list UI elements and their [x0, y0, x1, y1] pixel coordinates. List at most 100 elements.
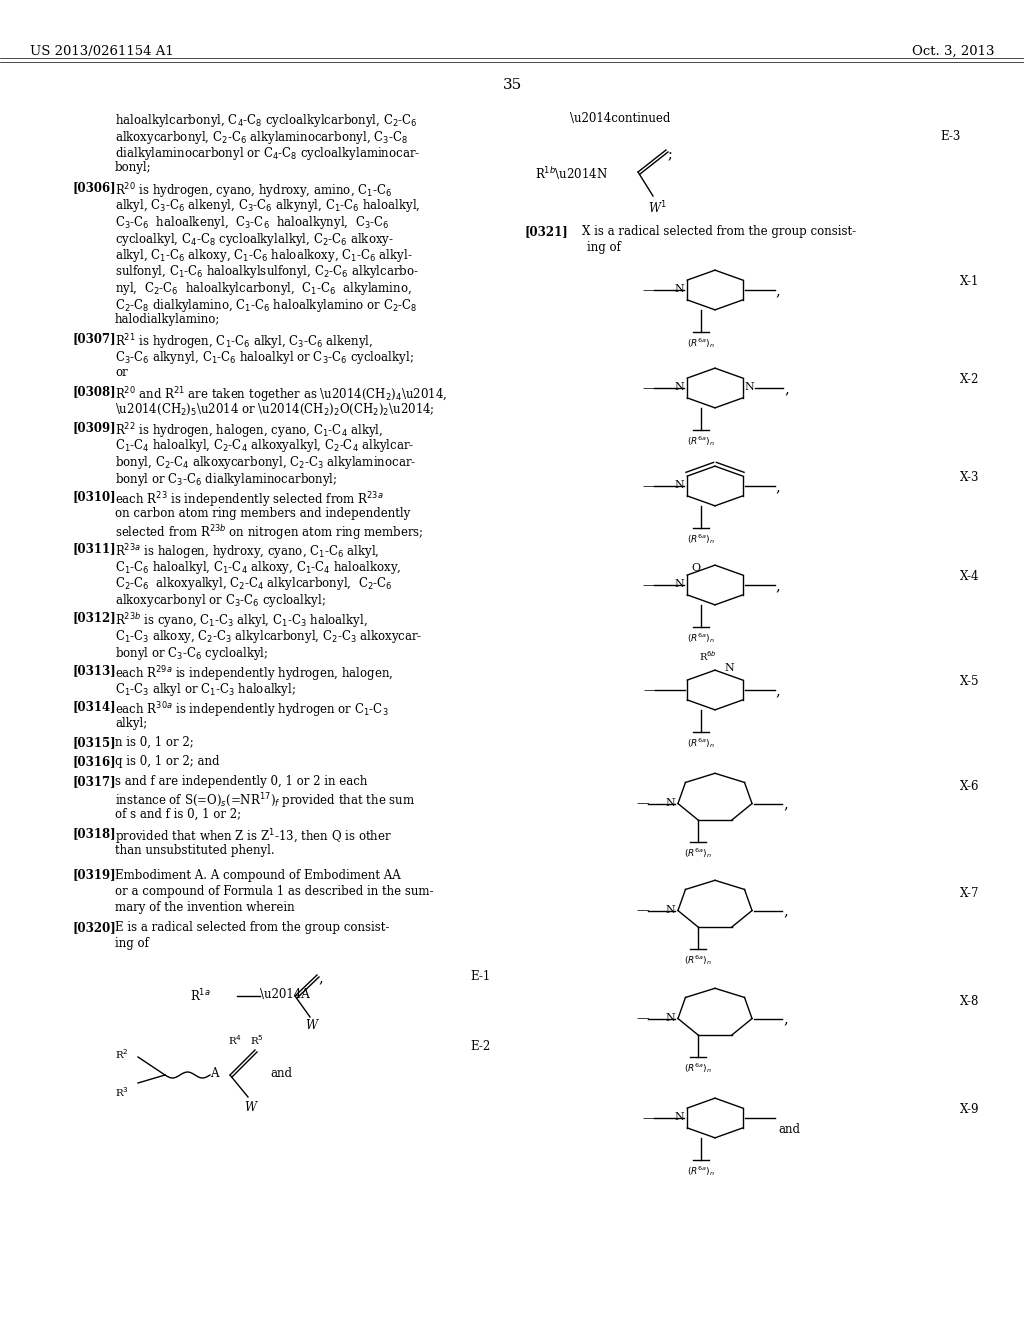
Text: alkoxycarbonyl, C$_2$-C$_6$ alkylaminocarbonyl, C$_3$-C$_8$: alkoxycarbonyl, C$_2$-C$_6$ alkylaminoca… — [115, 128, 408, 145]
Text: C$_1$-C$_3$ alkyl or C$_1$-C$_3$ haloalkyl;: C$_1$-C$_3$ alkyl or C$_1$-C$_3$ haloalk… — [115, 681, 296, 697]
Text: [0311]: [0311] — [72, 543, 116, 556]
Text: E is a radical selected from the group consist-: E is a radical selected from the group c… — [115, 921, 389, 935]
Text: C$_2$-C$_8$ dialkylamino, C$_1$-C$_6$ haloalkylamino or C$_2$-C$_8$: C$_2$-C$_8$ dialkylamino, C$_1$-C$_6$ ha… — [115, 297, 418, 314]
Text: [0317]: [0317] — [72, 775, 116, 788]
Text: C$_1$-C$_4$ haloalkyl, C$_2$-C$_4$ alkoxyalkyl, C$_2$-C$_4$ alkylcar-: C$_1$-C$_4$ haloalkyl, C$_2$-C$_4$ alkox… — [115, 437, 415, 454]
Text: [0321]: [0321] — [525, 224, 568, 238]
Text: sulfonyl, C$_1$-C$_6$ haloalkylsulfonyl, C$_2$-C$_6$ alkylcarbo-: sulfonyl, C$_1$-C$_6$ haloalkylsulfonyl,… — [115, 264, 419, 281]
Text: bonyl;: bonyl; — [115, 161, 152, 174]
Text: bonyl or C$_3$-C$_6$ cycloalkyl;: bonyl or C$_3$-C$_6$ cycloalkyl; — [115, 644, 268, 661]
Text: [0308]: [0308] — [72, 385, 116, 399]
Text: ,: , — [776, 579, 780, 593]
Text: $(R^{6a})_n$: $(R^{6a})_n$ — [687, 631, 715, 644]
Text: E-3: E-3 — [940, 129, 961, 143]
Text: alkyl;: alkyl; — [115, 717, 147, 730]
Text: alkoxycarbonyl or C$_3$-C$_6$ cycloalkyl;: alkoxycarbonyl or C$_3$-C$_6$ cycloalkyl… — [115, 591, 326, 609]
Text: $(R^{6a})_n$: $(R^{6a})_n$ — [687, 335, 715, 350]
Text: nyl,  C$_2$-C$_6$  haloalkylcarbonyl,  C$_1$-C$_6$  alkylamino,: nyl, C$_2$-C$_6$ haloalkylcarbonyl, C$_1… — [115, 280, 412, 297]
Text: N: N — [675, 480, 684, 490]
Text: $(R^{6a})_n$: $(R^{6a})_n$ — [687, 1164, 715, 1177]
Text: R$^2$: R$^2$ — [115, 1047, 129, 1061]
Text: ,: , — [776, 480, 780, 494]
Text: or: or — [115, 366, 128, 379]
Text: [0310]: [0310] — [72, 490, 116, 503]
Text: N: N — [724, 663, 734, 673]
Text: ,: , — [783, 904, 787, 919]
Text: instance of S(=O)$_s$(=NR$^{17}$)$_f$ provided that the sum: instance of S(=O)$_s$(=NR$^{17}$)$_f$ pr… — [115, 792, 415, 810]
Text: N: N — [666, 904, 675, 915]
Text: —: — — [771, 381, 783, 395]
Text: $(R^{6a})_n$: $(R^{6a})_n$ — [687, 532, 715, 545]
Text: X-1: X-1 — [961, 275, 979, 288]
Text: ,: , — [318, 972, 323, 985]
Text: W: W — [244, 1101, 256, 1114]
Text: bonyl, C$_2$-C$_4$ alkoxycarbonyl, C$_2$-C$_3$ alkylaminocar-: bonyl, C$_2$-C$_4$ alkoxycarbonyl, C$_2$… — [115, 454, 416, 471]
Text: ,: , — [776, 284, 780, 298]
Text: —: — — [642, 284, 654, 297]
Text: N: N — [666, 1012, 675, 1023]
Text: N: N — [675, 1111, 684, 1122]
Text: X-8: X-8 — [961, 995, 979, 1008]
Text: US 2013/0261154 A1: US 2013/0261154 A1 — [30, 45, 174, 58]
Text: cycloalkyl, C$_4$-C$_8$ cycloalkylalkyl, C$_2$-C$_6$ alkoxy-: cycloalkyl, C$_4$-C$_8$ cycloalkylalkyl,… — [115, 231, 394, 248]
Text: [0314]: [0314] — [72, 700, 116, 713]
Text: R$^{6b}$: R$^{6b}$ — [699, 649, 717, 663]
Text: $(R^{6a})_n$: $(R^{6a})_n$ — [684, 953, 713, 968]
Text: W$^1$: W$^1$ — [648, 201, 667, 216]
Text: R$^{20}$ is hydrogen, cyano, hydroxy, amino, C$_1$-C$_6$: R$^{20}$ is hydrogen, cyano, hydroxy, am… — [115, 181, 392, 201]
Text: selected from R$^{23b}$ on nitrogen atom ring members;: selected from R$^{23b}$ on nitrogen atom… — [115, 523, 424, 543]
Text: O: O — [691, 564, 700, 573]
Text: dialkylaminocarbonyl or C$_4$-C$_8$ cycloalkylaminocar-: dialkylaminocarbonyl or C$_4$-C$_8$ cycl… — [115, 145, 420, 162]
Text: Embodiment A. A compound of Embodiment AA: Embodiment A. A compound of Embodiment A… — [115, 869, 400, 882]
Text: haloalkylcarbonyl, C$_4$-C$_8$ cycloalkylcarbonyl, C$_2$-C$_6$: haloalkylcarbonyl, C$_4$-C$_8$ cycloalky… — [115, 112, 418, 129]
Text: R$^{1a}$: R$^{1a}$ — [190, 987, 211, 1005]
Text: on carbon atom ring members and independently: on carbon atom ring members and independ… — [115, 507, 411, 520]
Text: n is 0, 1 or 2;: n is 0, 1 or 2; — [115, 737, 194, 748]
Text: X is a radical selected from the group consist-: X is a radical selected from the group c… — [582, 224, 856, 238]
Text: and: and — [778, 1123, 801, 1137]
Text: X-5: X-5 — [961, 675, 980, 688]
Text: —: — — [636, 904, 648, 917]
Text: [0312]: [0312] — [72, 611, 116, 624]
Text: $(R^{6a})_n$: $(R^{6a})_n$ — [687, 434, 715, 447]
Text: ,: , — [783, 797, 787, 812]
Text: —: — — [642, 480, 654, 492]
Text: E-1: E-1 — [470, 970, 490, 983]
Text: s and f are independently 0, 1 or 2 in each: s and f are independently 0, 1 or 2 in e… — [115, 775, 368, 788]
Text: $(R^{6a})_n$: $(R^{6a})_n$ — [684, 846, 713, 861]
Text: [0307]: [0307] — [72, 333, 116, 346]
Text: —: — — [636, 1012, 648, 1026]
Text: R$^{22}$ is hydrogen, halogen, cyano, C$_1$-C$_4$ alkyl,: R$^{22}$ is hydrogen, halogen, cyano, C$… — [115, 421, 383, 441]
Text: of s and f is 0, 1 or 2;: of s and f is 0, 1 or 2; — [115, 808, 241, 821]
Text: ing of: ing of — [115, 937, 148, 950]
Text: \u2014A: \u2014A — [260, 987, 309, 1001]
Text: X-6: X-6 — [961, 780, 980, 793]
Text: X-2: X-2 — [961, 374, 979, 385]
Text: C$_1$-C$_3$ alkoxy, C$_2$-C$_3$ alkylcarbonyl, C$_2$-C$_3$ alkoxycar-: C$_1$-C$_3$ alkoxy, C$_2$-C$_3$ alkylcar… — [115, 628, 423, 645]
Text: [0309]: [0309] — [72, 421, 116, 434]
Text: E-2: E-2 — [470, 1040, 490, 1053]
Text: W: W — [305, 1019, 317, 1032]
Text: N: N — [675, 284, 684, 294]
Text: C$_2$-C$_6$  alkoxyalkyl, C$_2$-C$_4$ alkylcarbonyl,  C$_2$-C$_6$: C$_2$-C$_6$ alkoxyalkyl, C$_2$-C$_4$ alk… — [115, 576, 392, 593]
Text: R$^{23b}$ is cyano, C$_1$-C$_3$ alkyl, C$_1$-C$_3$ haloalkyl,: R$^{23b}$ is cyano, C$_1$-C$_3$ alkyl, C… — [115, 611, 368, 631]
Text: N: N — [675, 579, 684, 589]
Text: N: N — [675, 381, 684, 392]
Text: each R$^{23}$ is independently selected from R$^{23a}$: each R$^{23}$ is independently selected … — [115, 490, 384, 510]
Text: ,: , — [776, 684, 780, 698]
Text: —: — — [636, 797, 648, 810]
Text: C$_3$-C$_6$ alkynyl, C$_1$-C$_6$ haloalkyl or C$_3$-C$_6$ cycloalkyl;: C$_3$-C$_6$ alkynyl, C$_1$-C$_6$ haloalk… — [115, 348, 414, 366]
Text: R$^{21}$ is hydrogen, C$_1$-C$_6$ alkyl, C$_3$-C$_6$ alkenyl,: R$^{21}$ is hydrogen, C$_1$-C$_6$ alkyl,… — [115, 333, 374, 352]
Text: A: A — [210, 1067, 218, 1080]
Text: [0319]: [0319] — [72, 869, 116, 882]
Text: provided that when Z is Z$^1$-13, then Q is other: provided that when Z is Z$^1$-13, then Q… — [115, 828, 392, 847]
Text: X-4: X-4 — [961, 570, 980, 583]
Text: than unsubstituted phenyl.: than unsubstituted phenyl. — [115, 843, 274, 857]
Text: [0306]: [0306] — [72, 181, 116, 194]
Text: each R$^{30a}$ is independently hydrogen or C$_1$-C$_3$: each R$^{30a}$ is independently hydrogen… — [115, 700, 388, 719]
Text: X-9: X-9 — [961, 1104, 980, 1115]
Text: \u2014continued: \u2014continued — [570, 112, 671, 125]
Text: X-7: X-7 — [961, 887, 980, 900]
Text: mary of the invention wherein: mary of the invention wherein — [115, 902, 295, 915]
Text: —: — — [642, 579, 654, 591]
